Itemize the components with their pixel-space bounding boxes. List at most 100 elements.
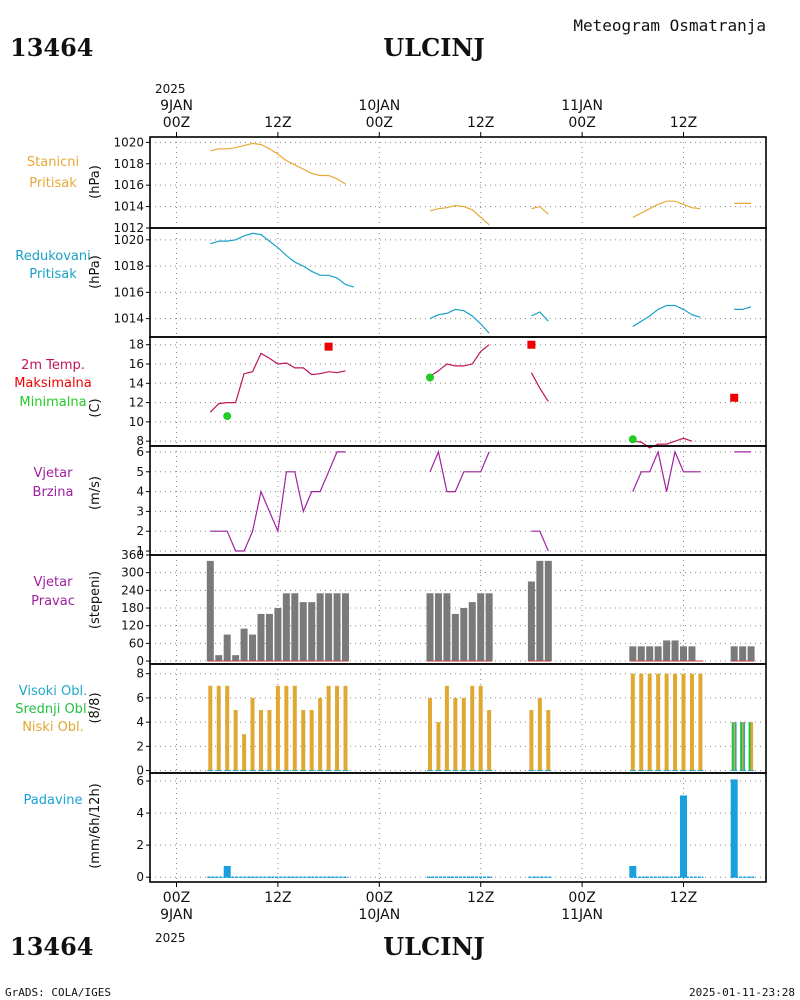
precip-bar — [223, 865, 231, 878]
low-cloud-bar — [470, 685, 475, 771]
series-line — [632, 304, 701, 328]
y-tick-label: 4 — [136, 715, 144, 729]
wind-direction-bar — [671, 640, 679, 662]
panel-label: Padavine — [24, 793, 83, 808]
y-tick-label: 1018 — [113, 157, 144, 171]
hour-label-bottom: 00Z — [366, 890, 393, 906]
precip-bar — [680, 795, 687, 878]
panel-temperature: 8 10 12 14 16 18 2m Temp. Maksimalna Minimalna (C… — [14, 336, 767, 449]
max-temp-point — [527, 340, 536, 349]
mid-cloud-bar — [740, 722, 743, 771]
y-tick-label: 4 — [136, 806, 144, 820]
panel-wind_direction: 0 60 120 180 240 300 360 Vjetar Pravac (stepeni) — [31, 548, 767, 668]
year-label-bottom: 2025 — [155, 931, 186, 945]
y-tick-label: 8 — [136, 667, 144, 681]
wind-direction-bar — [654, 646, 662, 662]
y-tick-label: 12 — [129, 396, 144, 410]
station-id-bottom: 13464 — [10, 932, 94, 961]
y-tick-label: 1012 — [113, 221, 144, 235]
panel-frame — [149, 227, 767, 338]
mid-cloud-bar — [748, 722, 751, 771]
unit-label: (8/8) — [88, 692, 103, 723]
low-cloud-bar — [656, 673, 661, 771]
wind-direction-bar — [544, 560, 552, 662]
panel-label: Stanicni — [27, 155, 79, 170]
low-cloud-bar — [318, 697, 323, 771]
wind-direction-bar — [747, 646, 755, 662]
y-tick-label: 14 — [129, 376, 144, 390]
wind-direction-bar — [249, 634, 257, 662]
date-label-bottom: 11JAN — [561, 907, 603, 923]
low-cloud-bar — [301, 710, 306, 771]
y-tick-label: 8 — [136, 434, 144, 448]
hour-label-bottom: 12Z — [264, 890, 291, 906]
low-cloud-bar — [689, 673, 694, 771]
year-label-top: 2025 — [155, 82, 186, 96]
hour-label-bottom: 12Z — [670, 890, 697, 906]
station-name-bottom: ULCINJ — [383, 932, 484, 961]
low-cloud-bar — [673, 673, 678, 771]
wind-direction-bar — [206, 560, 214, 662]
wind-direction-bar — [274, 608, 282, 662]
low-cloud-bar — [732, 722, 737, 771]
low-cloud-bar — [309, 710, 314, 771]
low-cloud-bar — [267, 710, 272, 771]
low-cloud-bar — [453, 697, 458, 771]
wind-direction-bar — [232, 655, 240, 662]
low-cloud-bar — [343, 685, 348, 771]
low-cloud-bar — [664, 673, 669, 771]
top-date-labels: 9JAN 10JAN 11JAN — [160, 98, 603, 114]
wind-direction-bar — [426, 593, 434, 662]
panel-label: Maksimalna — [14, 376, 92, 391]
series-line — [210, 232, 355, 288]
panel-label: Vjetar — [34, 575, 74, 590]
low-cloud-bar — [537, 697, 542, 771]
wind-direction-bar — [434, 593, 442, 662]
panel-label: Pravac — [31, 594, 75, 609]
wind-direction-bar — [629, 646, 637, 662]
y-tick-label: 5 — [136, 465, 144, 479]
panel-label: Pritisak — [29, 176, 77, 191]
footer-timestamp: 2025-01-11-23:28 — [689, 986, 795, 999]
y-tick-label: 1020 — [113, 233, 144, 247]
unit-label: (stepeni) — [88, 571, 103, 629]
y-tick-label: 360 — [121, 548, 144, 562]
min-temp-point — [628, 435, 637, 444]
wind-direction-bar — [443, 593, 451, 662]
y-tick-label: 1016 — [113, 178, 144, 192]
min-temp-point — [426, 373, 434, 382]
wind-direction-bar — [342, 593, 349, 662]
wind-direction-bar — [460, 608, 468, 662]
hour-label-top: 12Z — [467, 115, 494, 131]
panel-frame — [149, 336, 767, 447]
panel-label: Vjetar — [34, 466, 74, 481]
panel-label: Minimalna — [19, 395, 86, 410]
wind-direction-bar — [536, 560, 544, 662]
hour-label-bottom: 12Z — [467, 890, 494, 906]
wind-direction-bar — [265, 613, 273, 662]
unit-label: (hPa) — [88, 255, 103, 289]
hour-label-top: 00Z — [568, 115, 595, 131]
low-cloud-bar — [546, 710, 551, 771]
y-tick-label: 2 — [136, 739, 144, 753]
panel-clouds: 0 2 4 6 8 Visoki Obl. Srednji Obl. Niski Obl. (8… — [15, 663, 767, 778]
y-tick-label: 2 — [136, 838, 144, 852]
panel-label: Visoki Obl. — [19, 684, 87, 699]
y-tick-label: 1018 — [113, 259, 144, 273]
wind-direction-bar — [240, 628, 248, 662]
low-cloud-bar — [233, 710, 238, 771]
low-cloud-bar — [292, 685, 297, 771]
series-line — [632, 437, 693, 449]
low-cloud-bar — [436, 722, 441, 771]
wind-direction-bar — [282, 593, 290, 662]
wind-direction-bar — [325, 593, 333, 662]
low-cloud-bar — [529, 710, 534, 771]
series-line — [530, 372, 549, 402]
station-name-top: ULCINJ — [383, 33, 484, 62]
panel-frame — [149, 772, 767, 883]
wind-direction-bar — [485, 593, 493, 662]
y-tick-label: 0 — [136, 654, 144, 668]
hour-label-top: 00Z — [366, 115, 393, 131]
wind-direction-bar — [299, 602, 307, 662]
